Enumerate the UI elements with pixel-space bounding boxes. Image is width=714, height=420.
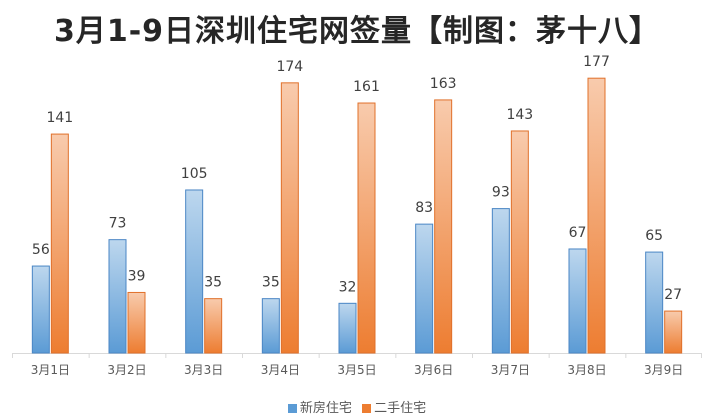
- bar-series-2: [510, 130, 529, 354]
- data-label: 163: [430, 76, 457, 92]
- bar-series-2: [434, 99, 453, 354]
- data-label: 35: [204, 275, 222, 291]
- plot-area: 56 141 3月1日 73 39 3月2日 105 35 3月3日 35 174 3月4日 32 161…: [12, 54, 702, 377]
- bar-series-1: [491, 208, 510, 354]
- x-tick-label: 3月7日: [491, 363, 530, 377]
- x-tick-label: 3月1日: [31, 363, 70, 377]
- legend-item-series-1: 新房住宅: [287, 397, 352, 416]
- data-label: 35: [262, 275, 280, 291]
- bar-series-2: [204, 298, 223, 354]
- data-label: 143: [506, 107, 533, 123]
- bar-series-2: [127, 291, 146, 354]
- data-label: 56: [32, 242, 50, 258]
- data-label: 177: [583, 54, 610, 70]
- x-tick-label: 3月9日: [644, 363, 683, 377]
- data-label: 39: [128, 268, 146, 284]
- bar-series-1: [31, 265, 50, 354]
- bar-series-1: [415, 223, 434, 354]
- data-label: 93: [492, 185, 510, 201]
- x-tick-label: 3月5日: [337, 363, 376, 377]
- data-label: 67: [569, 225, 587, 241]
- bar-series-1: [568, 248, 587, 354]
- legend-swatch-series-1: [287, 404, 297, 413]
- chart-title: 3月1-9日深圳住宅网签量【制图：茅十八】: [53, 14, 661, 49]
- data-label: 105: [181, 166, 208, 182]
- data-label: 27: [664, 287, 682, 303]
- legend-swatch-series-2: [362, 404, 372, 413]
- bar-series-1: [645, 251, 664, 354]
- data-label: 83: [415, 200, 433, 216]
- bar-series-2: [587, 77, 606, 354]
- data-label: 141: [46, 110, 73, 126]
- bar-series-1: [261, 298, 280, 354]
- x-tick-label: 3月6日: [414, 363, 453, 377]
- legend-label-series-1: 新房住宅: [299, 401, 352, 416]
- bar-series-1: [338, 302, 357, 354]
- data-label: 73: [109, 216, 127, 232]
- data-label: 161: [353, 79, 380, 95]
- x-tick-label: 3月8日: [567, 363, 606, 377]
- x-tick-label: 3月3日: [184, 363, 223, 377]
- legend: 新房住宅 二手住宅: [0, 397, 714, 416]
- bar-series-1: [185, 189, 204, 354]
- data-label: 174: [276, 59, 303, 75]
- legend-label-series-2: 二手住宅: [374, 401, 427, 416]
- legend-item-series-2: 二手住宅: [362, 397, 426, 416]
- bar-series-2: [280, 82, 299, 354]
- data-label: 32: [339, 279, 357, 295]
- bar-series-1: [108, 239, 127, 354]
- x-tick-label: 3月2日: [107, 363, 146, 377]
- bar-series-2: [664, 310, 683, 354]
- data-label: 65: [645, 228, 663, 244]
- x-tick-label: 3月4日: [261, 363, 300, 377]
- bar-series-2: [50, 133, 69, 354]
- bar-series-2: [357, 102, 376, 354]
